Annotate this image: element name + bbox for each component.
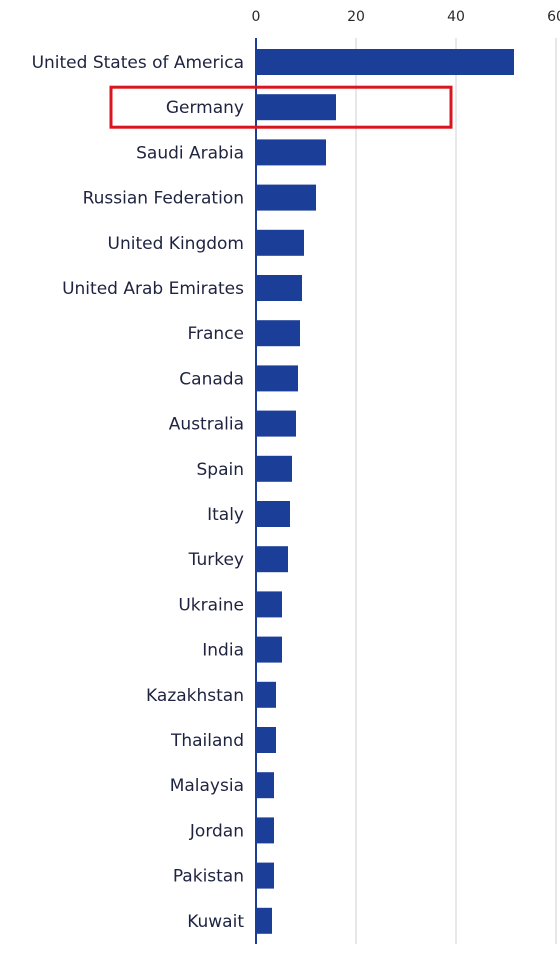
bar-spain [256, 455, 292, 482]
bar-germany [256, 94, 336, 121]
bar-united-kingdom [256, 229, 304, 256]
category-label-jordan: Jordan [189, 821, 244, 841]
x-axis-ticks: 0 20 40 60 [252, 9, 560, 25]
bar-kazakhstan [256, 681, 276, 708]
bar-united-arab-emirates [256, 275, 302, 301]
bar-kuwait [256, 907, 272, 934]
category-label-ukraine: Ukraine [178, 595, 244, 615]
category-label-spain: Spain [197, 460, 245, 480]
x-tick-label-0: 0 [252, 9, 261, 25]
category-label-turkey: Turkey [188, 550, 244, 570]
bar-saudi-arabia [256, 139, 326, 166]
category-label-united-states-of-america: United States of America [32, 53, 244, 73]
category-label-thailand: Thailand [170, 731, 244, 751]
bar-pakistan [256, 862, 274, 889]
bar-jordan [256, 817, 274, 844]
category-label-kazakhstan: Kazakhstan [146, 686, 244, 706]
category-label-italy: Italy [207, 505, 244, 525]
x-tick-label-20: 20 [347, 9, 365, 25]
bar-russian-federation [256, 184, 316, 211]
category-label-malaysia: Malaysia [170, 776, 244, 796]
grid-lines [255, 38, 557, 944]
category-label-saudi-arabia: Saudi Arabia [136, 143, 244, 163]
bar-turkey [256, 546, 288, 573]
category-label-russian-federation: Russian Federation [83, 189, 244, 209]
bar-france [256, 320, 300, 347]
highlight-annotation [109, 85, 453, 129]
bar-ukraine [256, 591, 282, 618]
bar-united-states-of-america [256, 49, 514, 75]
category-label-france: France [187, 324, 244, 344]
category-label-united-arab-emirates: United Arab Emirates [62, 279, 244, 299]
category-label-kuwait: Kuwait [187, 912, 244, 932]
bar-italy [256, 501, 290, 527]
category-label-india: India [202, 641, 244, 661]
category-labels: United States of America Germany Saudi Ara… [32, 53, 245, 932]
bar-india [256, 636, 282, 663]
x-tick-label-60: 60 [547, 9, 560, 25]
category-label-germany: Germany [166, 98, 244, 118]
bar-australia [256, 410, 296, 437]
x-tick-label-40: 40 [447, 9, 465, 25]
category-label-pakistan: Pakistan [173, 867, 244, 887]
category-label-united-kingdom: United Kingdom [108, 234, 244, 254]
highlight-box [109, 85, 453, 129]
bar-malaysia [256, 772, 274, 799]
category-label-australia: Australia [169, 415, 244, 435]
category-label-canada: Canada [179, 369, 244, 389]
bar-thailand [256, 727, 276, 753]
bar-canada [256, 365, 298, 392]
bars [256, 49, 514, 934]
